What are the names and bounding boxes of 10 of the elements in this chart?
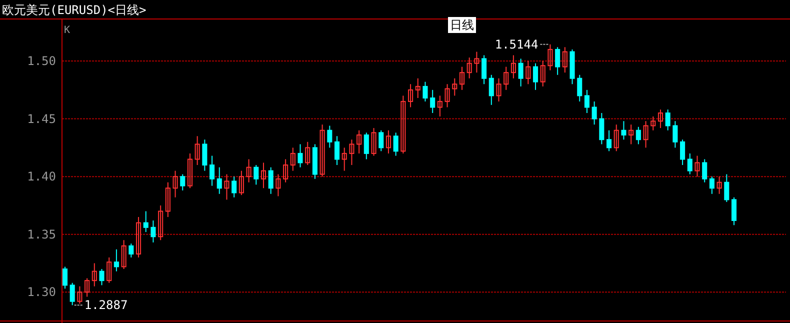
y-tick-label: 1.45 <box>27 112 56 126</box>
annotation: 日线 <box>450 18 474 32</box>
y-tick-label: 1.50 <box>27 54 56 68</box>
annotation: K <box>64 25 70 36</box>
y-tick-label: 1.35 <box>27 227 56 242</box>
annotation: 1.5144 <box>494 37 538 52</box>
y-tick-label: 1.40 <box>27 170 56 184</box>
chart-title: 欧元美元(EURUSD)<日线> <box>2 3 146 17</box>
annotation: 1.2887 <box>84 298 128 312</box>
y-tick-label: 1.30 <box>27 285 56 300</box>
